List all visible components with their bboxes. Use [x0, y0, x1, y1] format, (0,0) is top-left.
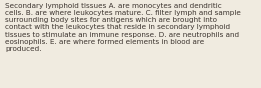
- Text: Secondary lymphoid tissues A. are monocytes and dendritic
cells. B. are where le: Secondary lymphoid tissues A. are monocy…: [5, 3, 241, 52]
